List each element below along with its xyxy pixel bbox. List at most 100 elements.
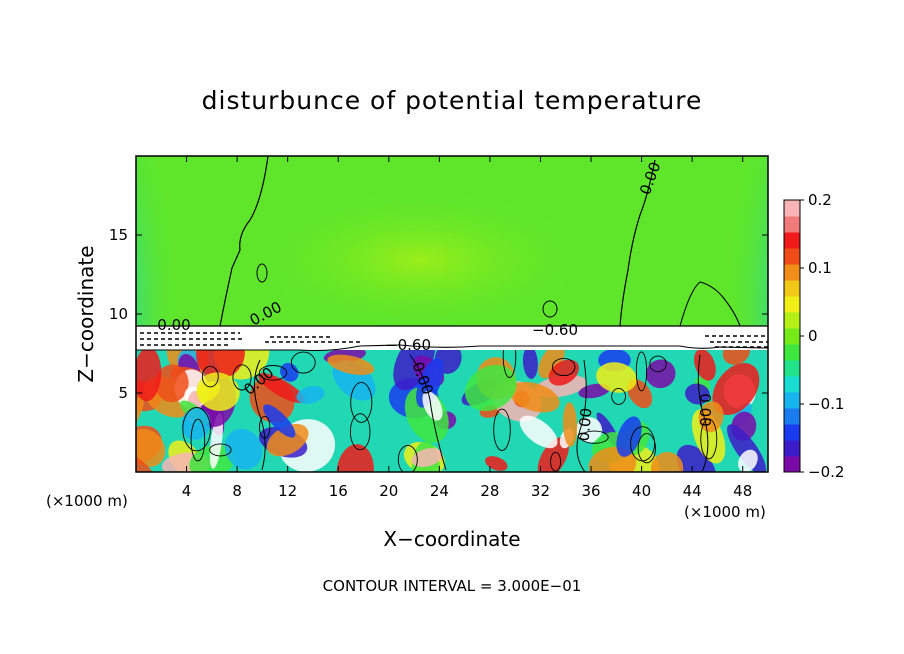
turbulence-contour [290,351,316,374]
plot-area: 0.00 0.000.000.00 0.000.00 0.00−0.60−0.60 [136,156,768,472]
turbulence-blob [651,451,684,472]
colorbar-tick-label: 0.2 [808,191,832,209]
y-unit-label: (×1000 m) [46,492,128,510]
turbulence-blob [224,428,263,470]
colorbar-tick-label: −0.1 [808,395,844,413]
turbulence-blob [712,363,760,415]
turbulence-blob [538,344,565,379]
contour-loop-small-2 [542,300,558,318]
turbulence-blob [509,381,560,413]
x-axis-label: X−coordinate [383,527,521,551]
colorbar-swatch [784,312,800,329]
contour-line-lower-center [409,354,447,471]
turbulence-contour [551,357,576,377]
contour-loop-small-1 [256,263,268,283]
contour-line-left [219,156,269,327]
turbulence-blob [464,364,517,412]
turbulence-contour [190,418,206,462]
colorbar-swatch [784,376,800,393]
turbulence-contour [611,387,626,405]
x-tick-label: 16 [329,482,348,500]
turbulence-contour [350,381,373,423]
turbulence-blob [698,401,724,433]
y-tick-label: 10 [109,305,128,323]
contour-line-right [619,159,656,327]
turbulence-contour [637,433,656,464]
turbulence-blob [411,448,443,468]
turbulence-blob [522,346,538,379]
x-unit-label: (×1000 m) [684,503,766,521]
turbulence-blob [596,362,637,393]
turbulence-contour [635,351,648,392]
x-tick-label: 28 [480,482,499,500]
turbulence-contour [397,444,418,472]
turbulence-contour [493,408,511,451]
colorbar-tick-label: 0.1 [808,259,832,277]
colorbar-swatch [784,424,800,441]
colorbar-swatch [784,216,800,233]
turbulence-contour [349,413,371,451]
colorbar-tick-label: 0 [808,327,818,345]
y-tick-label: 5 [118,384,128,402]
colorbar-swatch [784,200,800,217]
turbulence-blob [537,437,569,472]
turbulence-blob [645,359,676,389]
x-tick-label: 36 [581,482,600,500]
colorbar-swatch [784,232,800,249]
x-tick-label: 32 [531,482,550,500]
turbulence-blob [576,417,603,443]
colorbar-swatch [784,456,800,473]
turbulence-contour [649,355,667,373]
turbulence-blob [263,404,296,438]
contour-line-lower-left [254,359,266,471]
colorbar-swatch [784,248,800,265]
contour-label: −0.60 [532,321,578,339]
turbulence-contour [258,365,288,381]
turbulence-blob [327,354,375,376]
x-tick-label: 8 [232,482,242,500]
turbulence-contour [182,407,211,452]
inversion-dashes [140,332,768,348]
turbulence-contour [232,364,252,391]
chart-title: disturbunce of potential temperature [201,86,703,115]
contour-label: 0.00 [157,316,190,334]
turbulence-blob [296,386,325,404]
turbulence-blob [336,444,374,472]
turbulence-blob [685,383,710,405]
colorbar-swatch [784,328,800,345]
x-tick-label: 20 [379,482,398,500]
contour-label: 0.00 [696,393,714,426]
turbulence-blob [181,407,211,441]
turbulence-blob [266,423,309,457]
colorbar-swatch [784,264,800,281]
y-tick-label: 15 [109,226,128,244]
colorbar-swatch [784,296,800,313]
turbulence-blob [136,347,162,402]
contour-loop-right [679,281,741,327]
colorbar-swatch [784,344,800,361]
turbulence-blob [209,413,223,469]
turbulence-blob [562,402,578,447]
turbulence-blob [155,364,189,403]
colorbar: −0.2 −0.1 0 0.1 0.2 [783,191,844,481]
turbulence-blob [196,372,240,411]
contour-line-lower-mid [576,359,587,472]
colorbar-swatch [784,392,800,409]
x-tick-label: 12 [278,482,297,500]
turbulence-contour [550,451,562,472]
turbulence-contour [700,418,718,460]
colorbar-swatch [784,440,800,457]
y-axis-label: Z−coordinate [74,245,98,383]
x-tick-label: 40 [632,482,651,500]
turbulence-blob [485,456,508,471]
colorbar-tick-label: −0.2 [808,463,844,481]
colorbar-swatch [784,360,800,377]
colorbar-swatch [784,408,800,425]
x-tick-label: 4 [182,482,192,500]
turbulence-contour [630,426,656,462]
upper-center-warm [250,190,590,330]
contour-interval-note: CONTOUR INTERVAL = 3.000E−01 [322,577,582,595]
turbulence-contour [209,443,232,457]
